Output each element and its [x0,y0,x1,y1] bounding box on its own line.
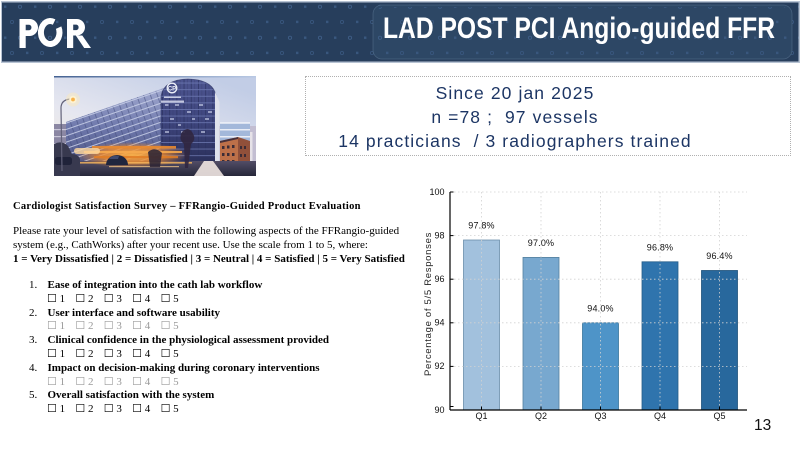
svg-text:Q2: Q2 [535,411,547,421]
svg-text:Q5: Q5 [713,411,725,421]
svg-text:96.8%: 96.8% [647,242,674,252]
svg-text:96.4%: 96.4% [706,251,733,261]
svg-text:98: 98 [434,230,444,240]
svg-text:96: 96 [434,274,444,284]
svg-text:Q4: Q4 [654,411,666,421]
svg-text:94: 94 [434,318,444,328]
svg-text:100: 100 [429,187,444,197]
svg-text:90: 90 [434,405,444,415]
svg-text:Q3: Q3 [594,411,606,421]
svg-text:94.0%: 94.0% [587,303,614,313]
svg-text:97.0%: 97.0% [528,238,555,248]
svg-text:Percentage of 5/5 Responses: Percentage of 5/5 Responses [423,232,434,376]
svg-text:Q1: Q1 [475,411,487,421]
svg-text:97.8%: 97.8% [468,221,495,231]
svg-text:92: 92 [434,361,444,371]
svg-text:CP: CP [168,86,176,92]
